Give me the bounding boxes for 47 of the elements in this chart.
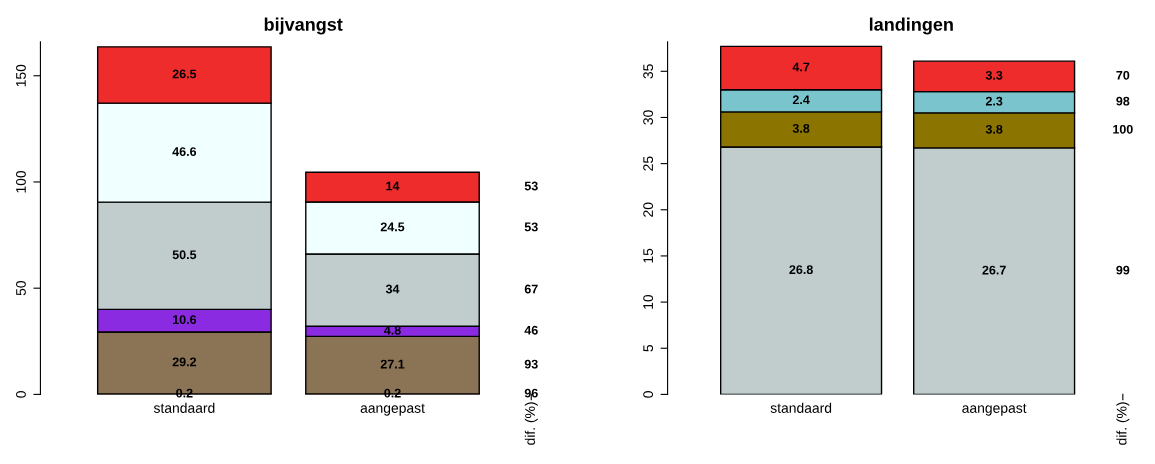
data-label: 10.6 xyxy=(173,315,197,325)
data-label: 29.2 xyxy=(172,357,197,367)
data-label: 14 xyxy=(386,181,400,191)
y-tick-label: 10 xyxy=(643,294,654,309)
y-tick-label: 0 xyxy=(643,391,654,398)
y-tick-label: 100 xyxy=(16,170,26,193)
text: 98 xyxy=(1116,96,1130,106)
text: 46 xyxy=(524,325,538,335)
y-tick-label: 30 xyxy=(643,110,654,125)
data-label: 26.5 xyxy=(172,69,197,79)
x-tick-label: standaard xyxy=(770,402,832,413)
data-label: 34 xyxy=(385,284,400,294)
y-tick-label: 35 xyxy=(643,64,654,79)
text: 99 xyxy=(1116,265,1130,275)
data-label: 24.5 xyxy=(380,222,405,232)
y-tick-label: 150 xyxy=(16,64,26,87)
data-label: 2.3 xyxy=(985,96,1003,106)
data-label: 3.3 xyxy=(985,70,1003,80)
x-tick-label: aangepast xyxy=(360,403,425,416)
text: 100 xyxy=(1113,124,1133,134)
data-label: 4.7 xyxy=(792,62,810,72)
data-label: 26.8 xyxy=(789,265,813,275)
data-label: 50.5 xyxy=(172,250,197,260)
text: 67 xyxy=(524,284,538,294)
y-tick-label: 20 xyxy=(643,202,654,217)
x-tick-label: standaard xyxy=(153,402,215,413)
y-tick-label: 15 xyxy=(643,248,654,263)
text: 53 xyxy=(524,181,538,191)
chart-title: bijvangst xyxy=(264,17,343,35)
x-tick-label: aangepast xyxy=(962,403,1027,416)
data-label: 27.1 xyxy=(380,359,405,369)
text: dif. (%) xyxy=(1116,402,1130,445)
text: 70 xyxy=(1116,70,1130,80)
data-label: 3.8 xyxy=(792,123,810,133)
data-label: 3.8 xyxy=(985,124,1003,134)
y-tick-label: 50 xyxy=(16,281,26,296)
text: dif. (%) xyxy=(524,402,538,445)
y-tick-label: 25 xyxy=(643,156,654,171)
text: 96 xyxy=(524,388,538,398)
text: 53 xyxy=(524,222,538,232)
y-tick-label: 0 xyxy=(16,391,26,398)
data-label: 46.6 xyxy=(172,147,197,157)
data-label: 2.4 xyxy=(792,95,810,105)
chart-title: landingen xyxy=(869,17,953,35)
data-label: 26.7 xyxy=(982,265,1006,275)
text: 93 xyxy=(524,359,538,369)
y-tick-label: 5 xyxy=(643,344,654,352)
